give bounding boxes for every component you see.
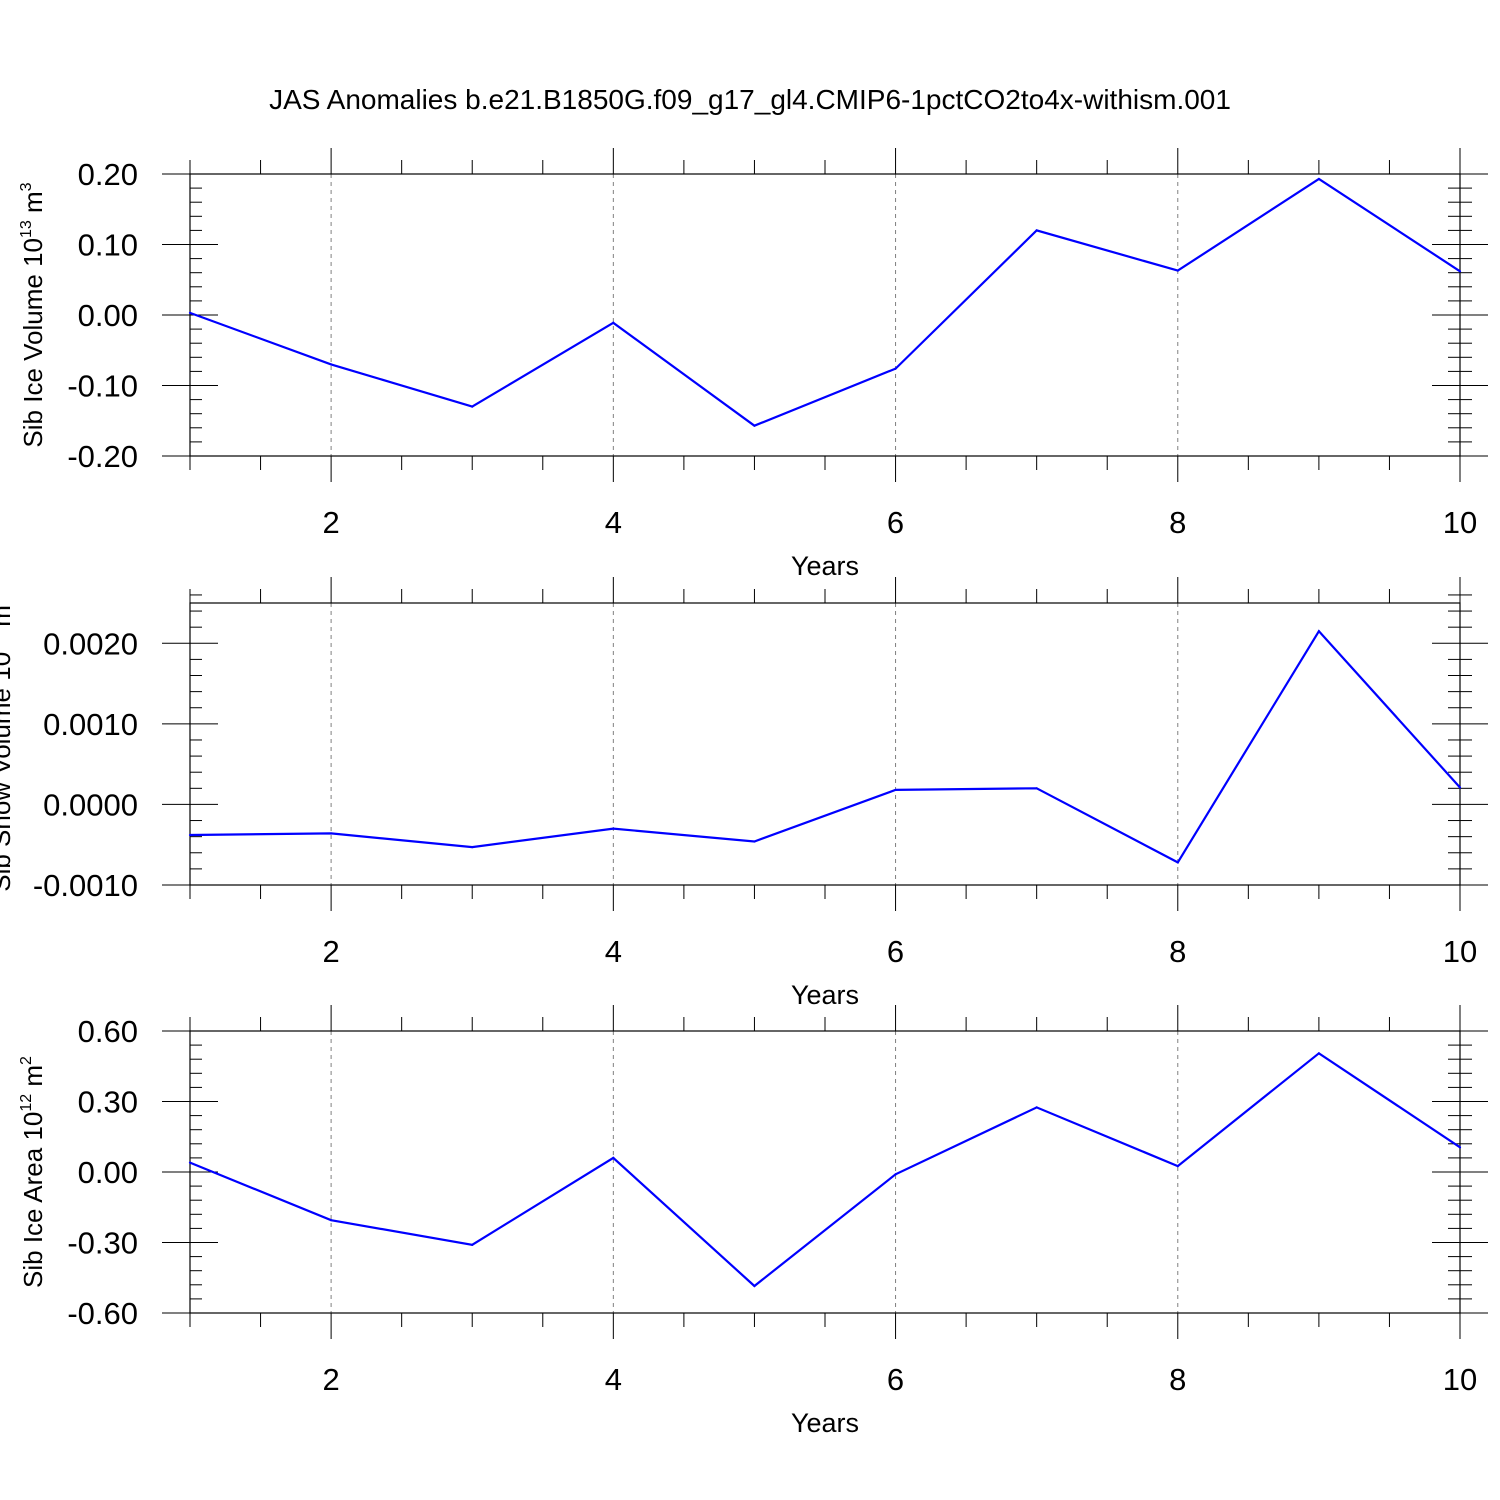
data-point: [753, 1284, 756, 1288]
x-tick-label: 2: [322, 1362, 339, 1397]
y-axis-title-exponent: 12: [18, 1094, 35, 1112]
y-tick-label: 0.0020: [43, 626, 138, 661]
y-axis-title-exponent: 13: [0, 634, 3, 652]
y-axis-title: Sib Ice Area 1012 m2: [18, 1056, 48, 1288]
y-axis-title-main: Sib Snow Volume 10: [0, 652, 16, 892]
chart-panel-2: -0.0010 0.0000 0.0010 0.0020 2 4 6 8 10 Years Sib …: [0, 577, 1488, 1010]
data-point: [753, 840, 756, 843]
y-axis-title-unit: m: [18, 191, 48, 220]
data-point: [471, 846, 474, 849]
y-tick-label: 0.0010: [43, 707, 138, 742]
data-point: [1176, 269, 1179, 272]
y-tick-label: 0.10: [78, 228, 138, 263]
data-point: [612, 321, 615, 324]
data-point: [1176, 1165, 1179, 1168]
chart-panel-1: -0.20 -0.10 0.00 0.10 0.20 2 4 6 8 10 Years Sib Ice…: [18, 148, 1488, 581]
y-axis-title-unit-exponent: 3: [0, 596, 3, 605]
plot-frame: [189, 602, 1461, 886]
data-point: [1035, 229, 1038, 232]
y-axis-title-unit-exponent: 3: [18, 182, 35, 191]
y-tick-label: -0.30: [67, 1226, 138, 1261]
x-tick-label: 10: [1443, 934, 1477, 969]
x-tick-label: 10: [1443, 1362, 1477, 1397]
y-axis-title-main: Sib Ice Area 10: [18, 1112, 48, 1288]
x-tick-label: 2: [322, 505, 339, 540]
y-axis-title-group: Sib Snow Volume 1013 m3: [0, 596, 16, 892]
series-line: [189, 177, 1461, 427]
y-tick-label: -0.20: [67, 439, 138, 474]
data-point: [330, 363, 333, 366]
data-point: [1317, 1052, 1320, 1055]
x-tick-label: 6: [887, 934, 904, 969]
data-point: [1458, 1146, 1462, 1149]
y-tick-label: 0.20: [78, 157, 138, 192]
series-line: [189, 1051, 1461, 1288]
y-axis-title: Sib Ice Volume 1013 m3: [18, 182, 48, 447]
plot-frame: [189, 173, 1461, 457]
y-axis-title-main: Sib Ice Volume 10: [18, 238, 48, 448]
x-tick-label: 8: [1169, 505, 1186, 540]
y-tick-label: -0.0010: [33, 868, 138, 903]
y-tick-label: 0.0000: [43, 787, 138, 822]
data-point: [894, 788, 897, 792]
y-axis-title-group: Sib Ice Volume 1013 m3: [18, 182, 48, 447]
x-axis-title: Years: [791, 1408, 859, 1438]
y-axis-title-exponent: 13: [18, 220, 35, 238]
page-title: JAS Anomalies b.e21.B1850G.f09_g17_gl4.C…: [269, 84, 1231, 115]
x-axis-title: Years: [791, 551, 859, 581]
x-tick-label: 10: [1443, 505, 1477, 540]
y-axis-title-unit: m: [0, 605, 16, 634]
data-point: [612, 1156, 615, 1159]
x-tick-label: 4: [605, 1362, 622, 1397]
data-point: [1458, 786, 1462, 789]
x-tick-label: 2: [322, 934, 339, 969]
y-axis-title: Sib Snow Volume 1013 m3: [0, 596, 16, 892]
y-tick-label: -0.10: [67, 369, 138, 404]
y-axis-title-group: Sib Ice Area 1012 m2: [18, 1056, 48, 1288]
x-tick-label: 8: [1169, 934, 1186, 969]
plot-frame: [189, 1030, 1461, 1314]
x-tick-label: 8: [1169, 1362, 1186, 1397]
data-point: [1458, 270, 1462, 273]
data-point: [1035, 787, 1038, 790]
data-point: [188, 311, 192, 314]
data-point: [1317, 177, 1320, 181]
y-tick-label: 0.00: [78, 1155, 138, 1190]
chart-panel-3: -0.60 -0.30 0.00 0.30 0.60 2 4 6 8 10 Years Sib Ice…: [18, 1005, 1488, 1438]
data-point: [330, 1219, 333, 1222]
data-point: [612, 827, 615, 830]
x-tick-label: 6: [887, 1362, 904, 1397]
data-point: [471, 1243, 474, 1246]
data-point: [188, 1161, 192, 1164]
x-tick-label: 4: [605, 505, 622, 540]
x-tick-label: 6: [887, 505, 904, 540]
data-point: [1176, 861, 1179, 864]
data-point: [894, 1173, 897, 1176]
y-axis-title-unit-exponent: 2: [18, 1056, 35, 1065]
data-point: [753, 424, 756, 427]
y-tick-label: 0.00: [78, 298, 138, 333]
y-tick-label: -0.60: [67, 1296, 138, 1331]
x-tick-label: 4: [605, 934, 622, 969]
data-point: [1035, 1106, 1038, 1109]
series-line: [189, 629, 1461, 864]
data-point: [894, 367, 897, 370]
y-tick-label: 0.60: [78, 1014, 138, 1049]
x-axis-title: Years: [791, 980, 859, 1010]
data-point: [1317, 630, 1320, 633]
data-point: [471, 405, 474, 408]
y-axis-title-unit: m: [18, 1065, 48, 1094]
data-point: [188, 833, 192, 837]
y-tick-label: 0.30: [78, 1085, 138, 1120]
data-point: [330, 832, 333, 835]
